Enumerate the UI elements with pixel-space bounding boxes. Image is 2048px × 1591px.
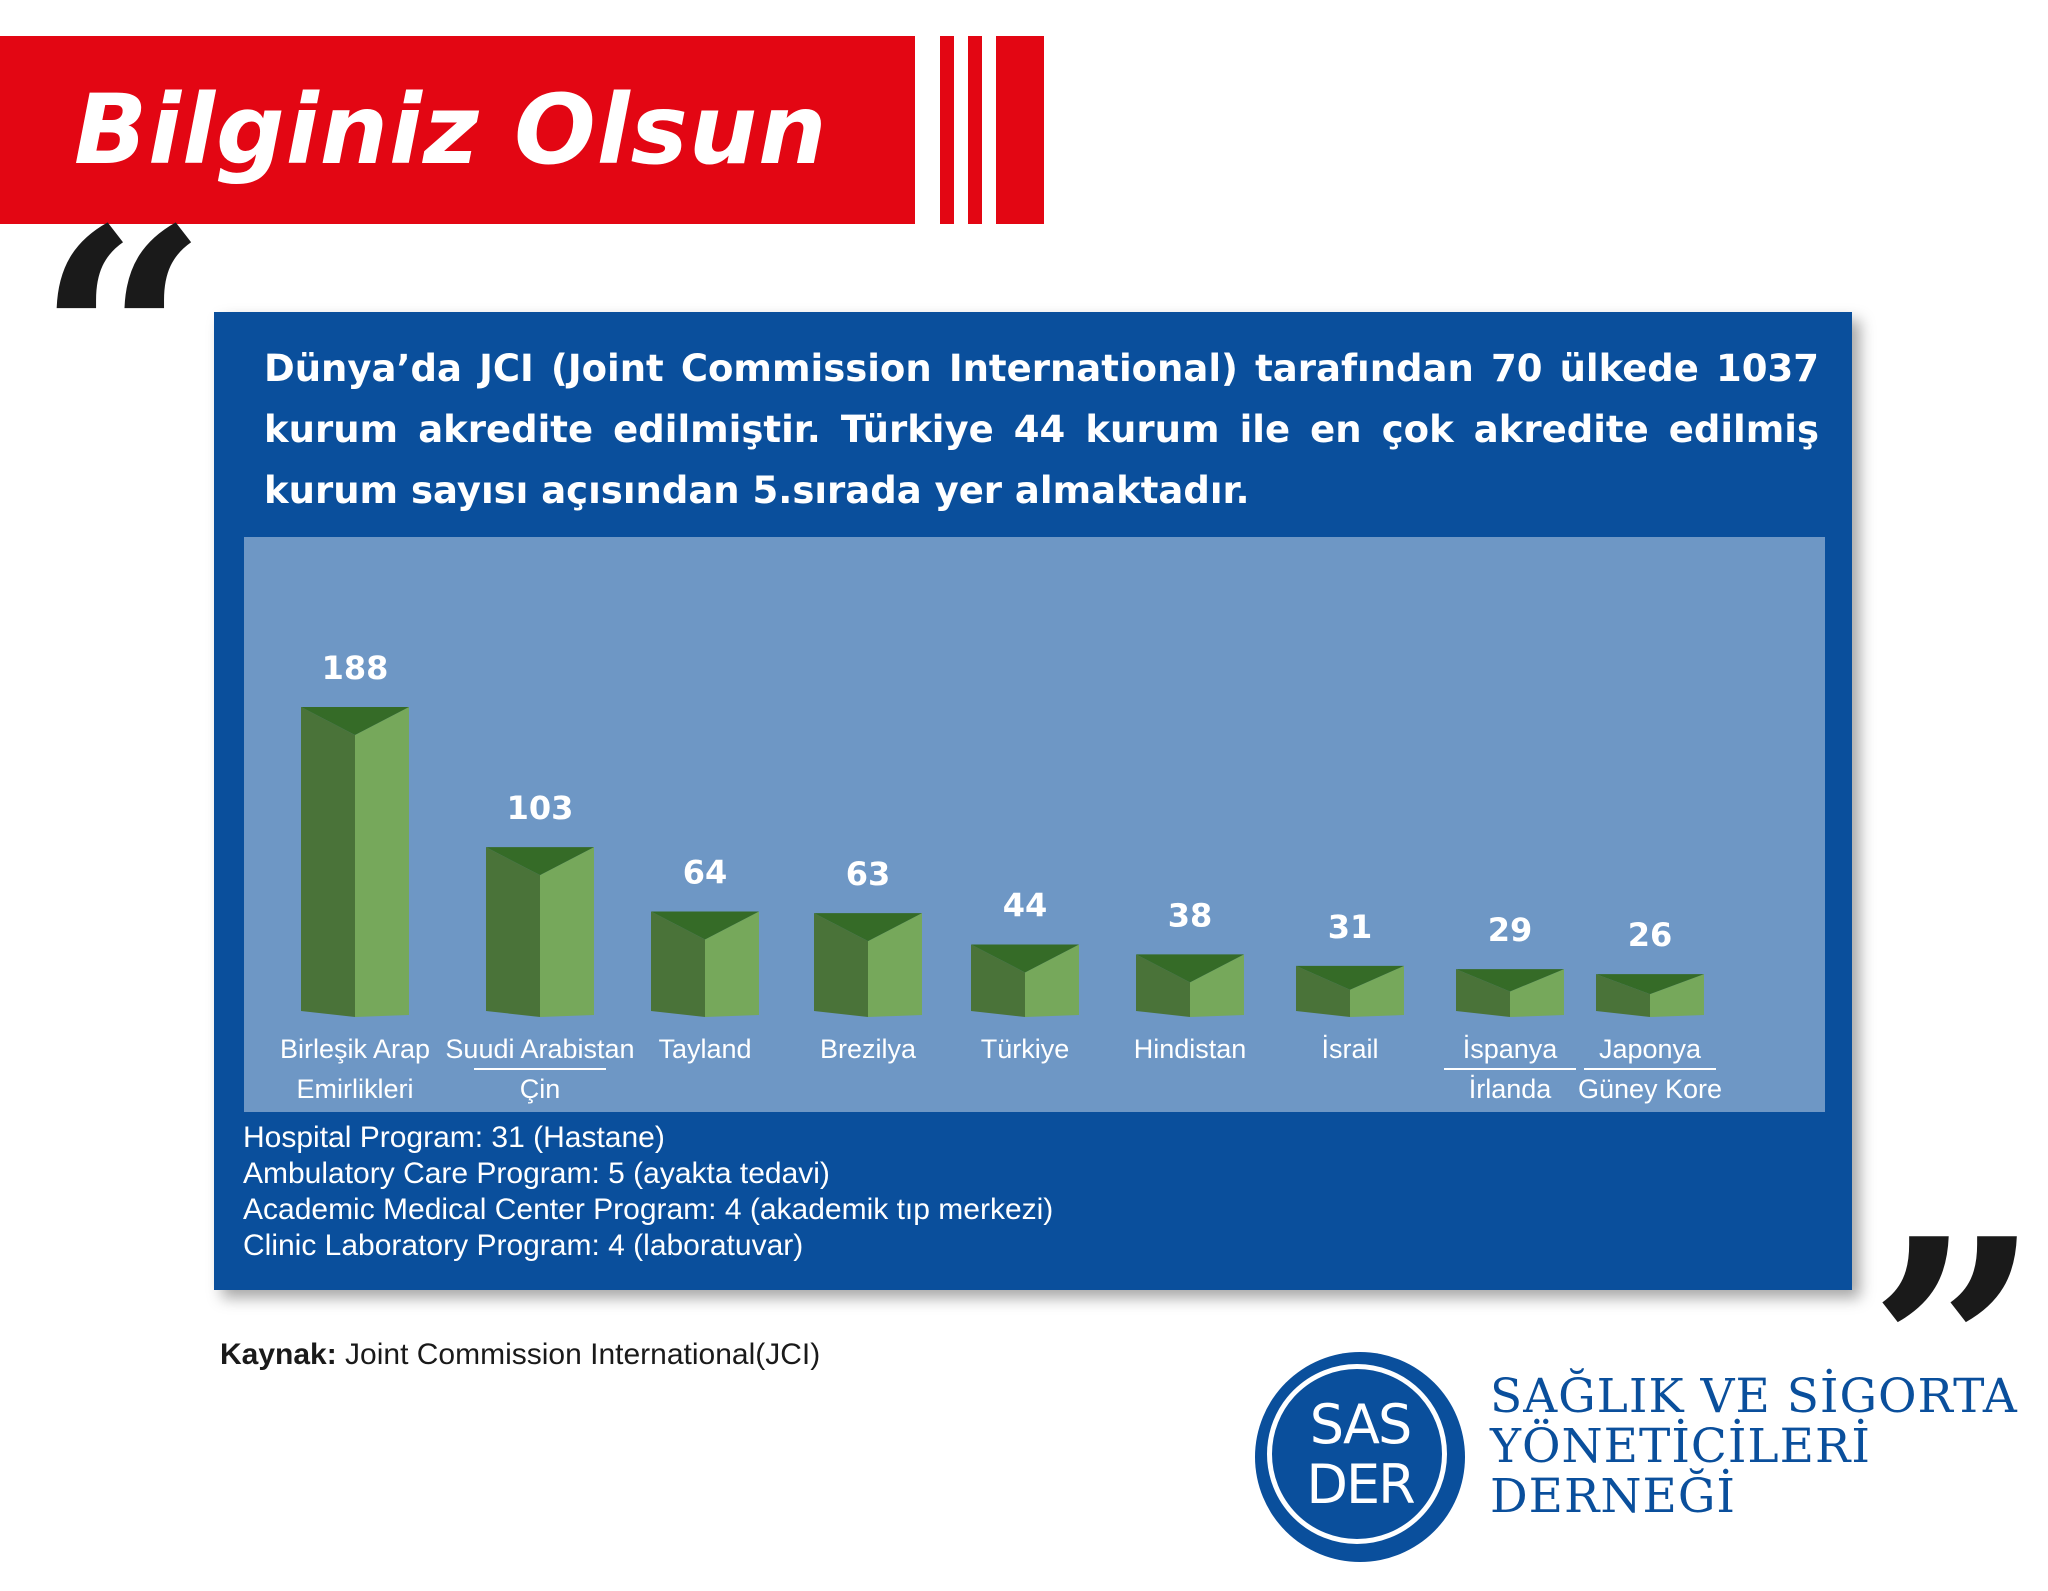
- category-label-0-1: Emirlikleri: [297, 1074, 414, 1104]
- source-label: Kaynak:: [220, 1338, 337, 1371]
- bar-chart: 188 Birleşik Arap Emirlikleri 103 Suudi Arab…: [280, 649, 1722, 1104]
- bar-face-left-3: [814, 913, 868, 1017]
- org-line-3: DERNEĞİ: [1490, 1469, 1736, 1524]
- bar-face-right-1: [540, 847, 594, 1017]
- value-label-7: 29: [1488, 911, 1533, 949]
- category-label-0-0: Birleşik Arap: [280, 1034, 430, 1064]
- bar-top-8: [1596, 974, 1704, 995]
- bar-face-left-1: [486, 847, 540, 1017]
- bar-face-left-5: [1136, 954, 1190, 1017]
- bar-5: [1136, 954, 1244, 1017]
- value-label-5: 38: [1168, 896, 1213, 934]
- bar-top-4: [971, 944, 1079, 973]
- category-label-3-0: Brezilya: [820, 1034, 917, 1064]
- note-hospital: Hospital Program: 31 (Hastane): [243, 1121, 665, 1154]
- org-line-2: YÖNETİCİLERİ: [1490, 1419, 1871, 1474]
- category-label-1-1: Çin: [520, 1074, 561, 1104]
- bar-face-left-0: [301, 707, 355, 1017]
- bar-8: [1596, 974, 1704, 1017]
- bar-6: [1296, 965, 1404, 1017]
- open-quote-icon: “: [36, 163, 209, 516]
- bar-face-right-7: [1510, 969, 1564, 1017]
- bar-7: [1456, 969, 1564, 1017]
- bar-face-left-7: [1456, 969, 1510, 1017]
- bar-face-right-5: [1190, 954, 1244, 1017]
- category-label-6-0: İsrail: [1321, 1033, 1378, 1064]
- bar-4: [971, 944, 1079, 1017]
- banner-stripe-2: [968, 36, 982, 224]
- bar-face-right-8: [1650, 974, 1704, 1017]
- bar-face-right-6: [1350, 965, 1404, 1017]
- logo-line-1: SAS: [1309, 1393, 1413, 1456]
- bar-face-left-2: [651, 911, 705, 1017]
- header-banner: [0, 36, 915, 224]
- bar-2: [651, 911, 759, 1017]
- bar-0: [301, 707, 409, 1017]
- logo-ring: [1267, 1364, 1447, 1544]
- bar-top-0: [301, 707, 409, 735]
- value-label-0: 188: [322, 649, 389, 687]
- page-title: Bilginiz Olsun: [74, 74, 828, 186]
- headline-text: Dünya’da JCI (Joint Commission Internati…: [264, 347, 1819, 512]
- banner-stripe-1: [940, 36, 954, 224]
- source-text: Joint Commission International(JCI): [336, 1338, 821, 1371]
- note-laboratory: Clinic Laboratory Program: 4 (laboratuva…: [243, 1229, 804, 1262]
- category-label-7-0: İspanya: [1463, 1033, 1559, 1064]
- close-quote-icon: ”: [1868, 1173, 2041, 1526]
- bar-top-7: [1456, 969, 1564, 992]
- category-label-8-0: Japonya: [1599, 1034, 1702, 1064]
- banner-stripe-3: [996, 36, 1044, 224]
- org-line-1: SAĞLIK VE SİGORTA: [1490, 1369, 2018, 1424]
- bar-1: [486, 847, 594, 1017]
- value-label-3: 63: [846, 855, 891, 893]
- category-label-2-0: Tayland: [658, 1034, 751, 1064]
- bar-face-right-0: [355, 707, 409, 1017]
- value-label-1: 103: [507, 789, 574, 827]
- source-line: Kaynak: Joint Commission International(J…: [220, 1338, 820, 1372]
- value-label-4: 44: [1003, 886, 1048, 924]
- category-label-4-0: Türkiye: [981, 1034, 1070, 1064]
- bar-3: [814, 913, 922, 1017]
- bar-face-right-3: [868, 913, 922, 1017]
- note-academic: Academic Medical Center Program: 4 (akad…: [243, 1193, 1054, 1226]
- category-label-1-0: Suudi Arabistan: [445, 1034, 634, 1064]
- category-label-7-1: İrlanda: [1469, 1073, 1553, 1104]
- value-label-2: 64: [683, 853, 728, 891]
- bar-top-1: [486, 847, 594, 876]
- logo-letters: SAS DER: [1255, 1395, 1465, 1515]
- bar-face-left-8: [1596, 974, 1650, 1017]
- program-notes: Hospital Program: 31 (Hastane) Ambulator…: [243, 1120, 1053, 1264]
- note-ambulatory: Ambulatory Care Program: 5 (ayakta tedav…: [243, 1157, 830, 1190]
- bar-face-left-6: [1296, 965, 1350, 1017]
- bar-face-right-4: [1025, 944, 1079, 1017]
- bar-top-5: [1136, 954, 1244, 983]
- bar-top-2: [651, 911, 759, 940]
- bar-face-right-2: [705, 911, 759, 1017]
- logo-line-2: DER: [1306, 1453, 1415, 1516]
- value-label-6: 31: [1328, 908, 1373, 946]
- bar-top-3: [814, 913, 922, 942]
- organization-name: SAĞLIK VE SİGORTA YÖNETİCİLERİ DERNEĞİ: [1490, 1372, 2018, 1522]
- value-label-8: 26: [1628, 916, 1673, 954]
- bar-top-6: [1296, 965, 1404, 990]
- category-label-8-1: Güney Kore: [1578, 1074, 1722, 1104]
- bar-face-left-4: [971, 944, 1025, 1017]
- category-label-5-0: Hindistan: [1134, 1034, 1247, 1064]
